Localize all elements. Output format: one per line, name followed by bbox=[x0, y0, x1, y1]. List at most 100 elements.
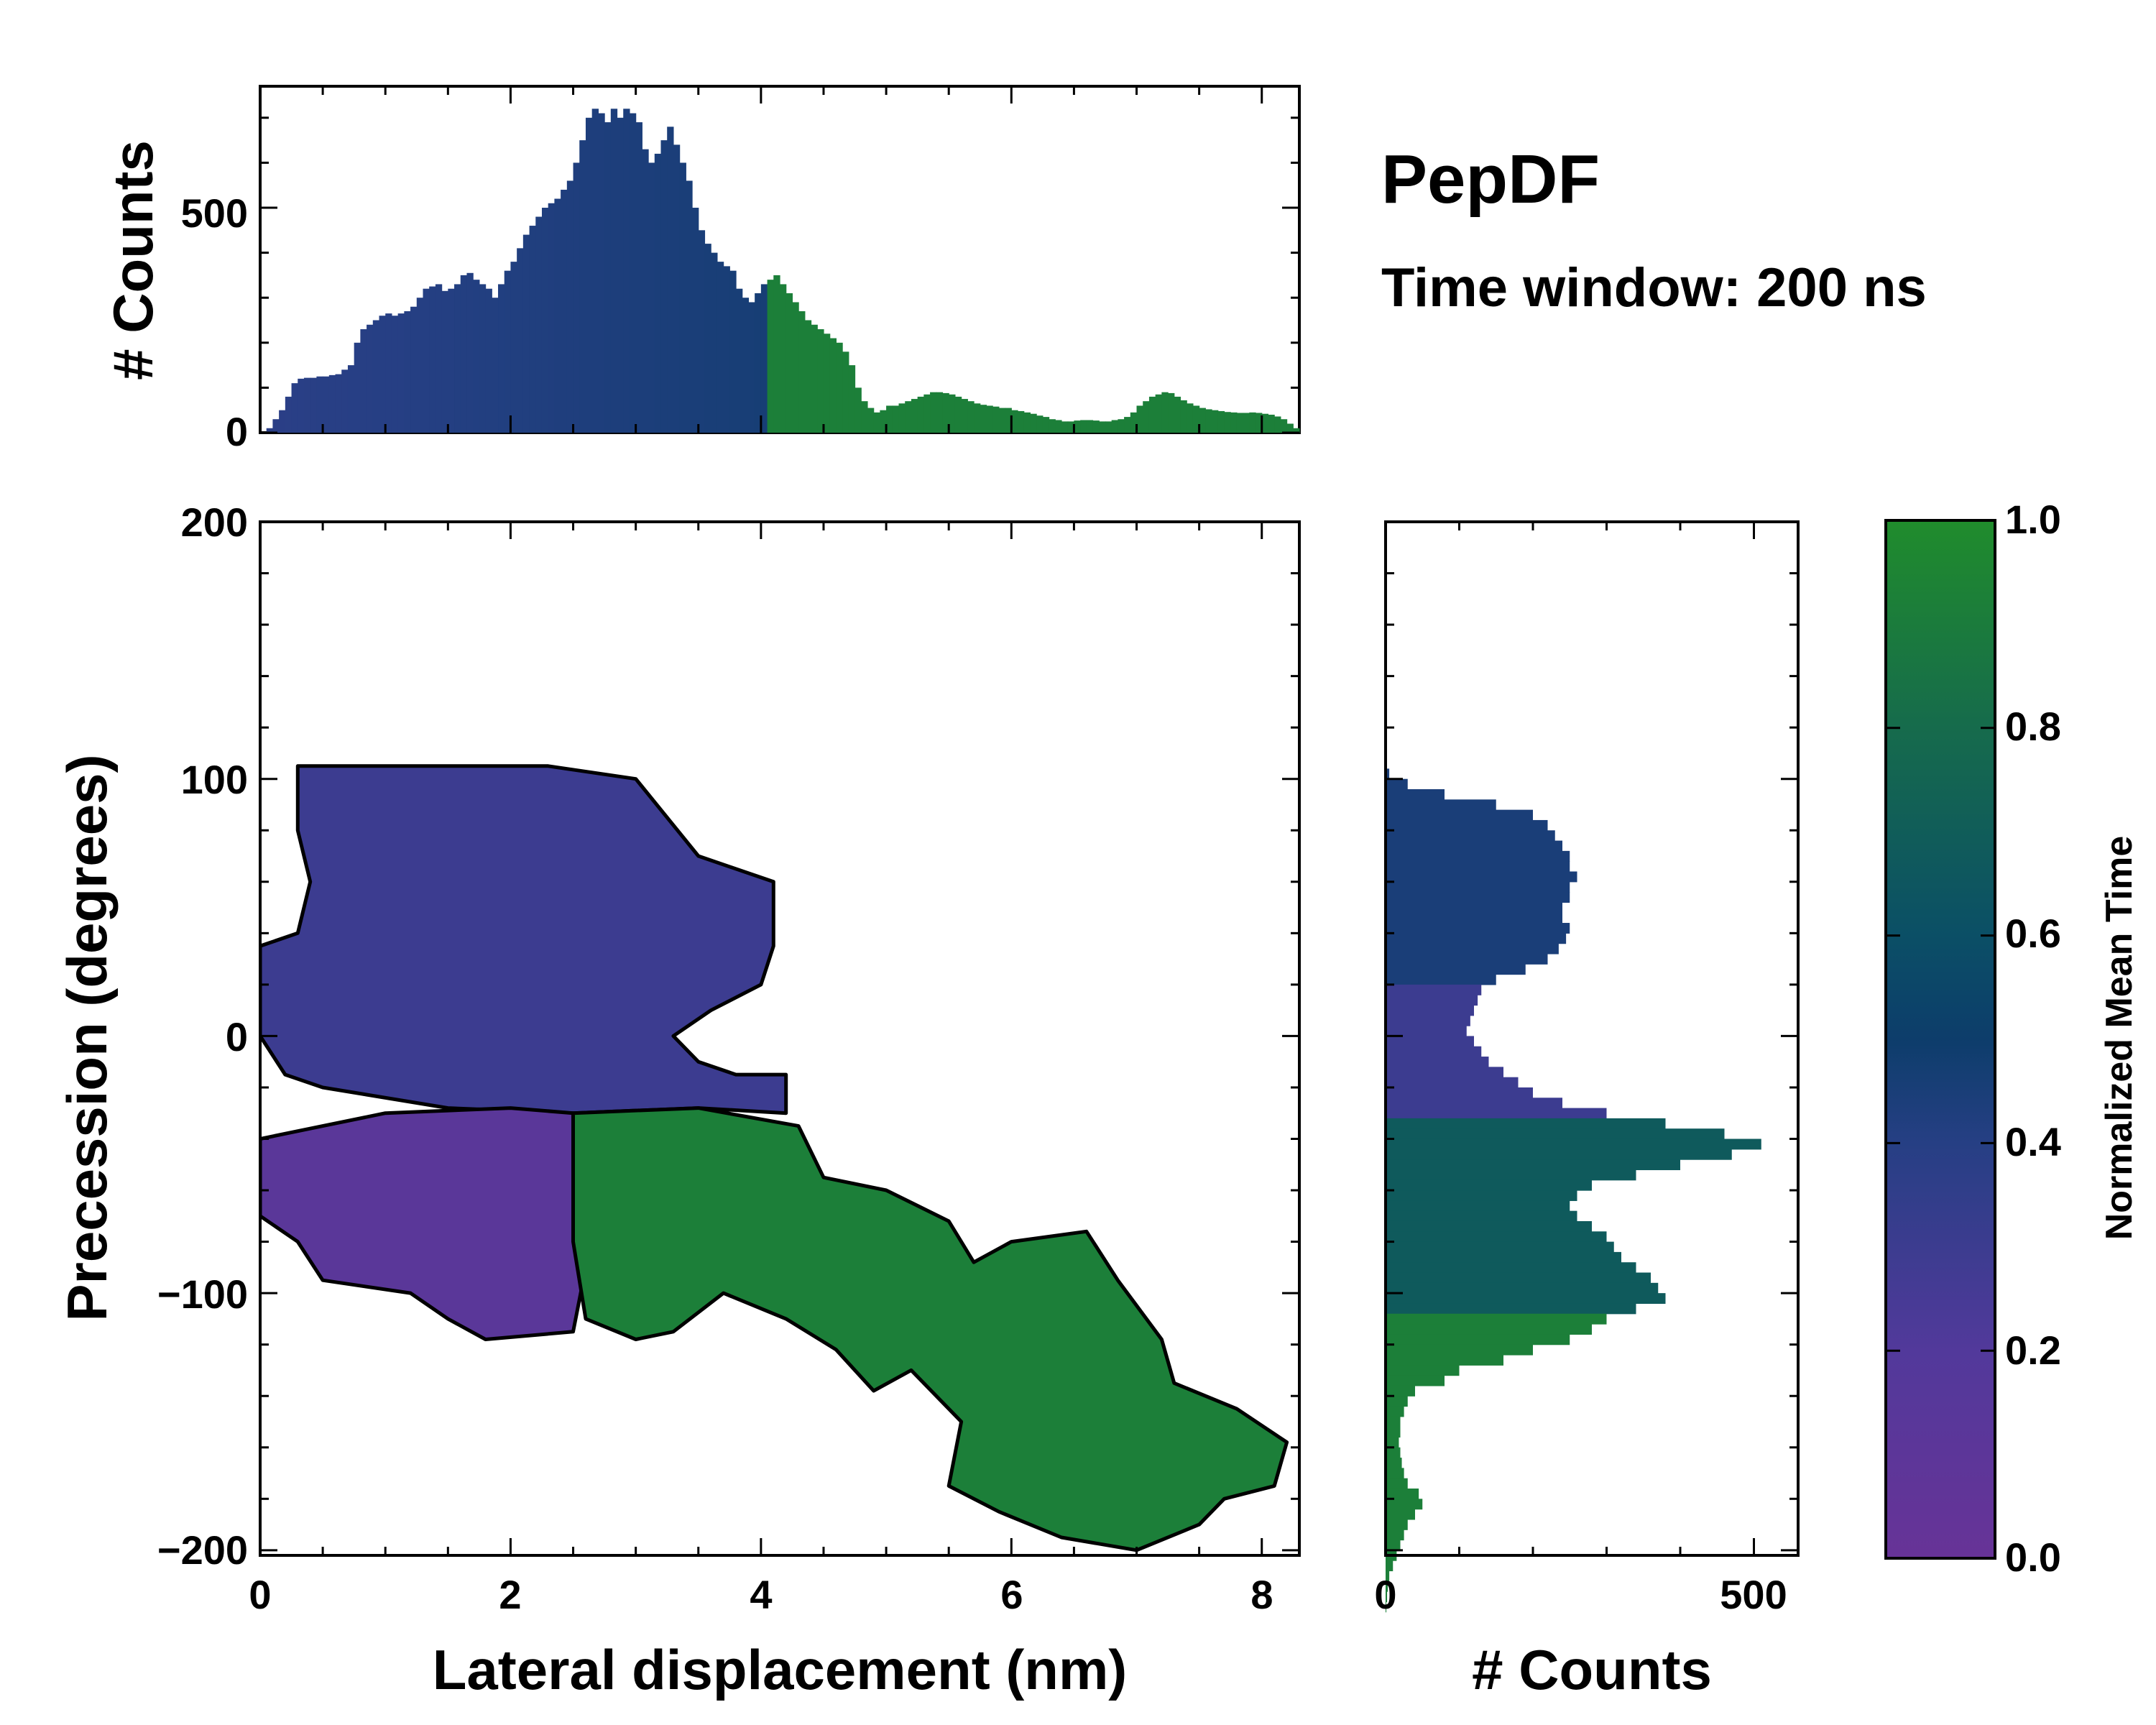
heatmap-regions bbox=[260, 764, 1289, 1552]
top-hist-bar bbox=[686, 180, 693, 433]
top-hist-bar bbox=[397, 313, 405, 433]
top-hist-bar bbox=[623, 109, 630, 433]
colorbar: 0.0 0.2 0.4 0.6 0.8 1.0 Normalized Mean … bbox=[1884, 497, 2140, 1580]
top-hist-bar bbox=[829, 338, 837, 433]
top-hist-bar bbox=[642, 149, 649, 433]
top-hist-bar bbox=[1280, 419, 1288, 433]
top-hist-bar bbox=[1212, 410, 1219, 433]
right-hist-bar bbox=[1386, 1458, 1402, 1468]
right-hist-bar bbox=[1386, 1540, 1401, 1551]
right-hist-bar bbox=[1386, 933, 1567, 944]
top-hist-bar bbox=[1187, 403, 1194, 433]
top-hist-bar bbox=[854, 387, 862, 433]
top-hist-bar bbox=[905, 401, 912, 433]
right-hist-bar bbox=[1386, 1118, 1666, 1129]
right-hist-bar bbox=[1386, 799, 1496, 811]
top-hist-bar bbox=[1005, 408, 1012, 433]
right-hist-bar bbox=[1386, 995, 1478, 1006]
top-hist-bar bbox=[811, 324, 818, 433]
top-hist-bar bbox=[654, 153, 662, 433]
top-hist-bar bbox=[1067, 421, 1075, 433]
top-hist-bar bbox=[1042, 417, 1050, 433]
top-hist-bar bbox=[1249, 412, 1256, 433]
main-ylabel: Precession (degrees) bbox=[55, 754, 119, 1321]
top-hist-bar bbox=[1130, 412, 1138, 433]
right-hist-bar bbox=[1386, 1406, 1404, 1417]
right-hist-bar bbox=[1386, 1026, 1467, 1037]
top-hist-ytick-label: 500 bbox=[181, 190, 248, 236]
right-hist-bar bbox=[1386, 881, 1570, 893]
top-hist-bar bbox=[316, 376, 323, 433]
top-hist-bar bbox=[429, 286, 436, 433]
right-hist-bar bbox=[1386, 943, 1559, 954]
top-hist-bar bbox=[354, 342, 361, 433]
top-hist-bar bbox=[1023, 412, 1031, 433]
right-hist-bar bbox=[1386, 1015, 1470, 1026]
top-hist-bar bbox=[347, 365, 355, 433]
top-hist-bar bbox=[517, 248, 524, 433]
top-hist-bar bbox=[867, 408, 875, 433]
right-hist-xtick-label: 500 bbox=[1720, 1572, 1787, 1617]
top-hist-ytick-label: 0 bbox=[226, 409, 248, 454]
right-hist-bar bbox=[1386, 819, 1548, 831]
top-hist-bar bbox=[1136, 405, 1143, 433]
top-hist-bar bbox=[1286, 423, 1294, 433]
top-hist-bar bbox=[1092, 420, 1100, 433]
top-hist-bar bbox=[385, 313, 392, 433]
top-hist-bar bbox=[798, 310, 806, 433]
right-hist-bar bbox=[1386, 964, 1526, 975]
right-hist-bar bbox=[1386, 1108, 1607, 1119]
top-hist-bar bbox=[573, 162, 580, 433]
right-hist-bar bbox=[1386, 1087, 1533, 1098]
top-hist-bar bbox=[1217, 410, 1225, 433]
top-hist-bar bbox=[954, 396, 962, 433]
top-hist-bar bbox=[1155, 394, 1162, 433]
top-hist-bar bbox=[635, 122, 642, 433]
top-hist-bar bbox=[1236, 413, 1244, 433]
right-hist-bar bbox=[1386, 1293, 1666, 1305]
top-hist-bar bbox=[604, 122, 612, 433]
colorbar-bar bbox=[1884, 519, 1996, 1560]
right-hist-bar bbox=[1386, 1591, 1388, 1602]
top-hist-bar bbox=[598, 113, 605, 433]
top-hist-bar bbox=[1111, 420, 1118, 433]
top-hist-bar bbox=[823, 334, 831, 433]
right-hist-bar bbox=[1386, 1468, 1404, 1479]
right-histogram-frame bbox=[1384, 520, 1800, 1557]
right-hist-bar bbox=[1386, 1005, 1474, 1016]
top-hist-bar bbox=[291, 383, 298, 433]
top-histogram-bars bbox=[266, 109, 1300, 433]
top-hist-bar bbox=[379, 316, 386, 433]
top-hist-bar bbox=[974, 403, 981, 433]
top-histogram: 0 500 # Counts bbox=[101, 85, 1301, 454]
main-frame bbox=[259, 520, 1301, 1557]
top-hist-bar bbox=[617, 117, 624, 433]
top-hist-bar bbox=[873, 412, 880, 433]
top-hist-bar bbox=[1099, 421, 1106, 433]
top-hist-bar bbox=[780, 284, 787, 433]
right-hist-bar bbox=[1386, 1179, 1592, 1191]
right-hist-bar bbox=[1386, 1231, 1607, 1243]
right-hist-bar bbox=[1386, 1499, 1423, 1510]
right-hist-bar bbox=[1386, 830, 1555, 842]
top-hist-bar bbox=[729, 270, 737, 433]
right-hist-bar bbox=[1386, 1251, 1621, 1263]
top-hist-bar bbox=[629, 113, 637, 433]
top-hist-bar bbox=[1105, 421, 1112, 433]
main-ytick-label: −200 bbox=[157, 1527, 248, 1573]
colorbar-ticks bbox=[1886, 519, 1995, 1560]
right-hist-bar bbox=[1386, 768, 1390, 780]
top-hist-bar bbox=[1143, 401, 1150, 433]
right-hist-bar bbox=[1386, 1581, 1388, 1592]
right-hist-bar bbox=[1386, 1036, 1474, 1047]
top-hist-bar bbox=[492, 298, 499, 433]
right-hist-bar bbox=[1386, 1427, 1401, 1438]
top-hist-bar bbox=[992, 406, 1000, 433]
top-hist-bar bbox=[1030, 413, 1037, 433]
right-hist-bar bbox=[1386, 1190, 1577, 1201]
top-hist-bar bbox=[861, 401, 868, 433]
right-hist-bar bbox=[1386, 1262, 1636, 1274]
top-hist-bar bbox=[648, 162, 655, 433]
top-hist-bar bbox=[485, 288, 492, 433]
